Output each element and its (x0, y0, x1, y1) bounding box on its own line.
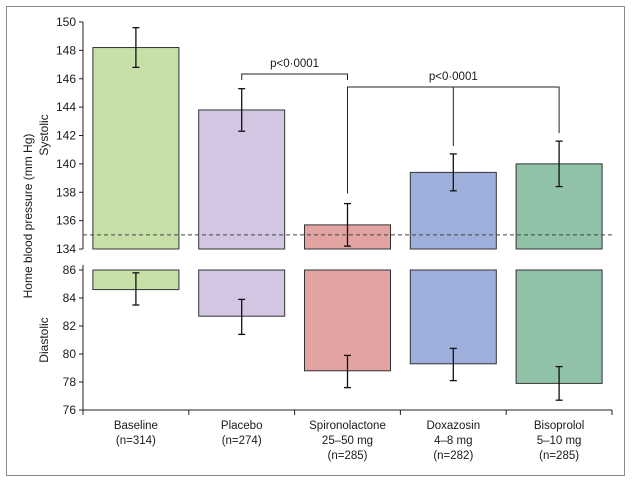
x-tick-label: (n=274) (222, 435, 262, 447)
y-axis-label: Home blood pressure (mm Hg) (21, 134, 35, 299)
bar-systolic-baseline (92, 47, 180, 250)
x-tick-label: (n=314) (116, 435, 156, 447)
x-tick-label: Baseline (114, 420, 158, 432)
x-tick-label: Doxazosin (426, 420, 480, 432)
y-tick-label: 140 (56, 157, 76, 171)
y-tick-label: 138 (56, 185, 76, 199)
bar-systolic-placebo (198, 109, 286, 250)
x-tick-label: 4–8 mg (434, 435, 472, 447)
y-tick-label: 134 (56, 242, 76, 256)
x-tick-label: (n=285) (539, 450, 579, 462)
y-tick-label: 82 (63, 319, 77, 333)
bar-diastolic-bisoprolol (515, 269, 603, 384)
significance-bracket (241, 73, 348, 80)
x-tick-label: (n=285) (328, 450, 368, 462)
y-tick-label: 86 (63, 263, 77, 277)
y-tick-label: 146 (56, 72, 76, 86)
x-tick-label: 25–50 mg (322, 435, 373, 447)
y-tick-label: 84 (63, 291, 77, 305)
systolic-label: Systolic (37, 114, 51, 155)
bar-diastolic-spironolactone (304, 269, 391, 372)
y-tick-label: 144 (56, 100, 76, 114)
x-tick-label: (n=282) (433, 450, 473, 462)
x-tick-label: 5–10 mg (537, 435, 582, 447)
x-tick-label: Placebo (221, 420, 263, 432)
y-tick-label: 150 (56, 15, 76, 29)
p-value-label: p<0·0001 (270, 58, 319, 70)
diastolic-label: Diastolic (37, 317, 51, 362)
y-tick-label: 80 (63, 347, 77, 361)
y-tick-label: 78 (63, 375, 77, 389)
x-tick-label: Bisoprolol (534, 420, 585, 432)
p-value-label: p<0·0001 (429, 71, 478, 83)
x-tick-label: Spironolactone (309, 420, 386, 432)
y-tick-label: 136 (56, 214, 76, 228)
y-tick-label: 148 (56, 43, 76, 57)
y-tick-label: 76 (63, 403, 77, 417)
y-tick-label: 142 (56, 129, 76, 143)
chart-frame (6, 6, 625, 476)
